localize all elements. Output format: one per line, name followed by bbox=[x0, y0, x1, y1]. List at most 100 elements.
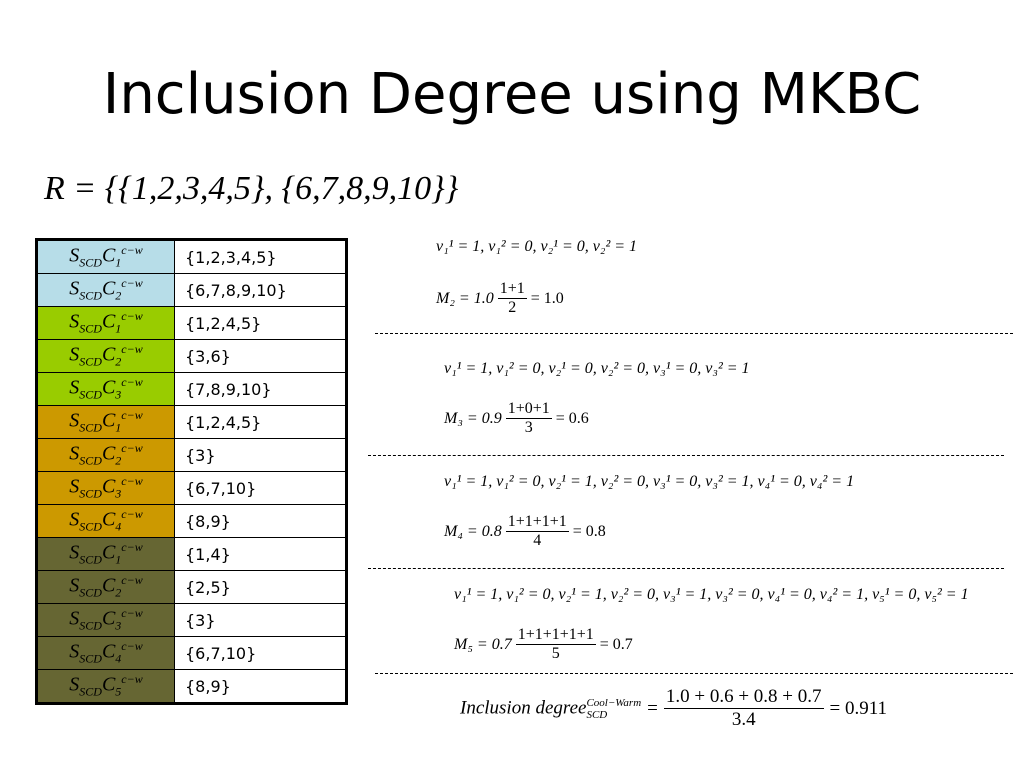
table-row: SSCDC3c−w {6,7,10} bbox=[36, 471, 347, 505]
table-row: SSCDC4c−w {8,9} bbox=[36, 504, 347, 538]
class-label: SSCDC4c−w bbox=[36, 504, 175, 538]
denominator: 2 bbox=[508, 299, 517, 316]
final-sup: Cool−Warm bbox=[586, 696, 642, 709]
symbol: S bbox=[69, 442, 80, 465]
class-label: SSCDC2c−w bbox=[36, 339, 175, 373]
class-label: SSCDC1c−w bbox=[36, 537, 175, 571]
class-table: SSCDC1c−w {1,2,3,4,5} SSCDC2c−w {6,7,8,9,10… bbox=[35, 238, 348, 705]
table-row: SSCDC2c−w {3,6} bbox=[36, 339, 347, 373]
class-set: {8,9} bbox=[174, 669, 347, 704]
m-lhs: M₃ = 0.9 bbox=[444, 409, 502, 427]
table-row: SSCDC5c−w {8,9} bbox=[36, 669, 347, 704]
separator bbox=[375, 333, 1013, 334]
denominator: 3.4 bbox=[731, 709, 756, 730]
m-formula: M₃ = 0.9 1+0+1 3 = 0.6 bbox=[444, 400, 589, 437]
denominator: 3 bbox=[524, 419, 533, 436]
class-label: SSCDC1c−w bbox=[36, 239, 175, 274]
subscript: SCD bbox=[79, 519, 102, 534]
m-rhs: = 0.8 bbox=[572, 522, 606, 540]
numerator: 1+0+1 bbox=[505, 400, 552, 419]
subscript: SCD bbox=[79, 420, 102, 435]
class-label: SSCDC5c−w bbox=[36, 669, 175, 704]
symbol: S bbox=[69, 640, 80, 663]
symbol: S bbox=[69, 343, 80, 366]
relation-text: R = {{1,2,3,4,5}, {6,7,8,9,10}} bbox=[44, 170, 459, 207]
subscript: SCD bbox=[79, 486, 102, 501]
table-row: SSCDC4c−w {6,7,10} bbox=[36, 636, 347, 670]
class-label: SSCDC4c−w bbox=[36, 636, 175, 670]
subscript: SCD bbox=[79, 255, 102, 270]
subscript: SCD bbox=[79, 321, 102, 336]
operator: C bbox=[101, 343, 116, 366]
superscript: c−w bbox=[121, 573, 143, 588]
final-formula: Inclusion degree Cool−Warm SCD = 1.0 + 0.6… bbox=[460, 686, 887, 731]
fraction: 1+0+1 3 bbox=[505, 400, 552, 437]
class-set: {1,2,4,5} bbox=[174, 306, 347, 340]
m-formula: M₅ = 0.7 1+1+1+1+1 5 = 0.7 bbox=[454, 626, 633, 663]
fraction: 1+1 2 bbox=[497, 280, 527, 317]
superscript: c−w bbox=[121, 540, 143, 555]
class-set: {3} bbox=[174, 603, 347, 637]
numerator: 1.0 + 0.6 + 0.8 + 0.7 bbox=[663, 686, 824, 709]
numerator: 1+1+1+1+1 bbox=[515, 626, 596, 645]
symbol: S bbox=[69, 376, 80, 399]
class-set: {6,7,10} bbox=[174, 471, 347, 505]
class-set: {8,9} bbox=[174, 504, 347, 538]
symbol: S bbox=[69, 475, 80, 498]
v-values: v₁¹ = 1, v₁² = 0, v₂¹ = 1, v₂² = 0, v₃¹ … bbox=[454, 586, 969, 603]
m-lhs: M₄ = 0.8 bbox=[444, 522, 502, 540]
symbol: S bbox=[69, 277, 80, 300]
operator: C bbox=[101, 277, 116, 300]
class-label: SSCDC3c−w bbox=[36, 471, 175, 505]
subscript: SCD bbox=[79, 453, 102, 468]
index: 3 bbox=[115, 486, 122, 501]
index: 2 bbox=[115, 453, 122, 468]
superscript: c−w bbox=[121, 408, 143, 423]
operator: C bbox=[101, 409, 116, 432]
superscript: c−w bbox=[121, 375, 143, 390]
final-sub: SCD bbox=[586, 708, 608, 721]
m-rhs: = 0.6 bbox=[555, 409, 589, 427]
table-row: SSCDC1c−w {1,2,3,4,5} bbox=[36, 239, 347, 274]
operator: C bbox=[101, 574, 116, 597]
subscript: SCD bbox=[79, 387, 102, 402]
symbol: S bbox=[69, 310, 80, 333]
class-label: SSCDC1c−w bbox=[36, 405, 175, 439]
slide-title: Inclusion Degree using MKBC bbox=[102, 62, 922, 127]
symbol: S bbox=[69, 508, 80, 531]
equals: = bbox=[647, 697, 658, 719]
m-rhs: = 1.0 bbox=[530, 289, 564, 307]
class-set: {2,5} bbox=[174, 570, 347, 604]
class-set: {1,4} bbox=[174, 537, 347, 571]
index: 1 bbox=[115, 255, 122, 270]
class-set: {1,2,4,5} bbox=[174, 405, 347, 439]
denominator: 5 bbox=[551, 645, 560, 662]
separator bbox=[368, 568, 1004, 569]
index: 4 bbox=[115, 651, 122, 666]
operator: C bbox=[101, 508, 116, 531]
index: 5 bbox=[115, 684, 122, 699]
superscript: c−w bbox=[121, 342, 143, 357]
table-row: SSCDC2c−w {6,7,8,9,10} bbox=[36, 273, 347, 307]
operator: C bbox=[101, 475, 116, 498]
subscript: SCD bbox=[79, 651, 102, 666]
index: 2 bbox=[115, 288, 122, 303]
superscript: c−w bbox=[121, 309, 143, 324]
superscript: c−w bbox=[121, 606, 143, 621]
operator: C bbox=[101, 376, 116, 399]
index: 1 bbox=[115, 552, 122, 567]
m-rhs: = 0.7 bbox=[599, 635, 633, 653]
index: 2 bbox=[115, 585, 122, 600]
v-values: v₁¹ = 1, v₁² = 0, v₂¹ = 1, v₂² = 0, v₃¹ … bbox=[444, 473, 855, 490]
class-set: {7,8,9,10} bbox=[174, 372, 347, 406]
index: 3 bbox=[115, 618, 122, 633]
operator: C bbox=[101, 442, 116, 465]
numerator: 1+1 bbox=[497, 280, 527, 299]
class-set: {1,2,3,4,5} bbox=[174, 239, 347, 274]
superscript: c−w bbox=[121, 507, 143, 522]
symbol: S bbox=[69, 409, 80, 432]
index: 2 bbox=[115, 354, 122, 369]
relation: R = {{1,2,3,4,5}, {6,7,8,9,10}} bbox=[44, 170, 458, 208]
m-formula: M₄ = 0.8 1+1+1+1 4 = 0.8 bbox=[444, 513, 606, 550]
index: 3 bbox=[115, 387, 122, 402]
